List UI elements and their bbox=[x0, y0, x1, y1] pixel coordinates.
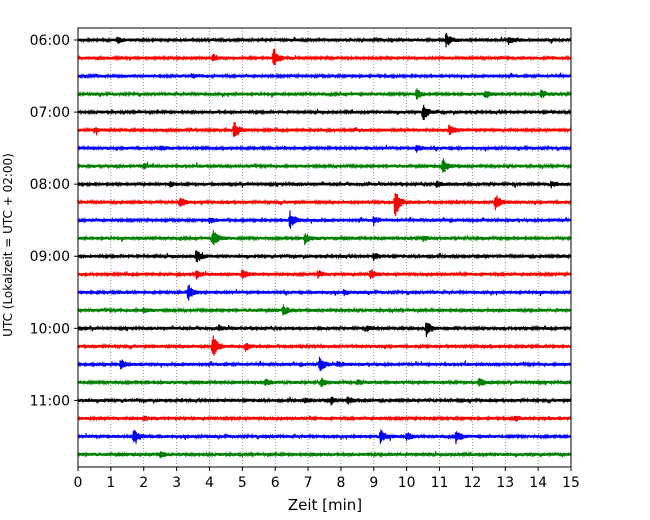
trace-line bbox=[77, 335, 572, 356]
y-tick-label: 07:00 bbox=[30, 105, 70, 121]
trace-line bbox=[77, 414, 572, 422]
y-tick-label: 10:00 bbox=[30, 321, 70, 337]
x-tick-label: 4 bbox=[205, 475, 214, 491]
x-tick-label: 13 bbox=[496, 475, 514, 491]
trace-line bbox=[77, 192, 572, 217]
trace-line bbox=[77, 104, 572, 120]
trace-line bbox=[77, 33, 572, 48]
x-tick-label: 9 bbox=[369, 475, 378, 491]
trace-line bbox=[77, 356, 572, 372]
trace-line bbox=[77, 88, 572, 100]
x-axis-ticks: 0 1 2 3 4 5 6 7 8 9 10 11 12 13 14 15 bbox=[74, 467, 580, 491]
y-axis-label: UTC (Lokalzeit = UTC + 02:00) bbox=[1, 153, 15, 337]
x-tick-label: 11 bbox=[431, 475, 449, 491]
x-tick-label: 10 bbox=[398, 475, 416, 491]
trace-line bbox=[77, 304, 572, 316]
x-tick-label: 6 bbox=[271, 475, 280, 491]
grid-lines bbox=[110, 28, 539, 467]
y-tick-label: 11:00 bbox=[30, 393, 70, 409]
trace-line bbox=[77, 180, 572, 189]
trace-line bbox=[77, 72, 572, 80]
x-tick-label: 7 bbox=[304, 475, 313, 491]
plot-frame bbox=[77, 27, 572, 468]
trace-line bbox=[77, 158, 572, 173]
trace-line bbox=[77, 230, 572, 246]
trace-line bbox=[77, 396, 572, 406]
trace-line bbox=[77, 377, 572, 388]
trace-line bbox=[77, 322, 572, 338]
x-tick-label: 15 bbox=[562, 475, 580, 491]
trace-line bbox=[77, 210, 572, 229]
y-axis-ticks: 06:00 07:00 08:00 09:00 10:00 11:00 bbox=[30, 33, 78, 409]
trace-line bbox=[77, 121, 572, 137]
x-tick-label: 12 bbox=[463, 475, 481, 491]
x-tick-label: 14 bbox=[529, 475, 547, 491]
trace-line bbox=[77, 144, 572, 153]
trace-line bbox=[77, 48, 572, 66]
y-tick-label: 08:00 bbox=[30, 177, 70, 193]
trace-line bbox=[77, 284, 572, 301]
x-tick-label: 5 bbox=[238, 475, 247, 491]
trace-line bbox=[77, 250, 572, 263]
y-tick-label: 09:00 bbox=[30, 249, 70, 265]
x-tick-label: 2 bbox=[139, 475, 148, 491]
x-tick-label: 1 bbox=[106, 475, 115, 491]
x-axis-label: Zeit [min] bbox=[288, 496, 362, 514]
y-tick-label: 06:00 bbox=[30, 33, 70, 49]
x-tick-label: 0 bbox=[74, 475, 83, 491]
trace-group bbox=[77, 33, 572, 459]
x-tick-label: 3 bbox=[172, 475, 181, 491]
x-tick-label: 8 bbox=[336, 475, 345, 491]
trace-line bbox=[77, 429, 572, 445]
trace-line bbox=[77, 450, 572, 459]
trace-line bbox=[77, 269, 572, 280]
